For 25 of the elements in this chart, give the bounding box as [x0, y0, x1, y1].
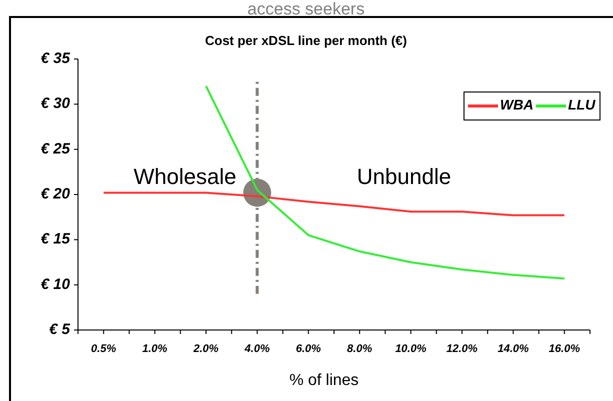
x-tick-label: 12.0%	[446, 343, 478, 355]
legend-label: WBA	[500, 96, 534, 113]
x-tick-label: 8.0%	[347, 343, 372, 355]
annotation: Unbundle	[356, 164, 452, 189]
x-tick-label: 4.0%	[244, 343, 270, 355]
x-axis-title: % of lines	[289, 372, 359, 389]
y-tick-label: € 35	[40, 50, 71, 67]
chart-title: Cost per xDSL line per month (€)	[204, 33, 408, 48]
x-tick-label: 16.0%	[548, 343, 580, 355]
x-tick-label: 2.0%	[192, 343, 219, 355]
x-tick-label: 1.0%	[142, 343, 168, 355]
y-tick-label: € 5	[49, 320, 71, 338]
annotation: Wholesale	[134, 164, 236, 189]
y-tick-label: € 20	[40, 185, 71, 202]
x-tick-label: 14.0%	[498, 343, 530, 355]
legend-label: LLU	[568, 96, 596, 113]
x-tick-label: 10.0%	[395, 343, 427, 355]
text: access seekers	[247, 0, 365, 18]
x-tick-label: 0.5%	[91, 343, 116, 355]
y-tick-label: € 15	[40, 230, 71, 248]
line-series	[102, 192, 566, 216]
y-tick-label: € 10	[40, 276, 71, 293]
y-tick-label: € 30	[40, 95, 71, 112]
y-tick-label: € 25	[40, 140, 71, 158]
x-tick-label: 6.0%	[296, 343, 322, 355]
